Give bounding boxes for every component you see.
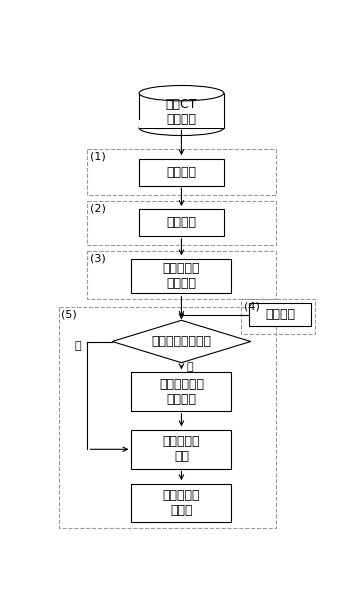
Text: 图像分割: 图像分割 xyxy=(166,217,196,229)
Ellipse shape xyxy=(139,85,224,101)
Bar xyxy=(139,93,224,128)
Bar xyxy=(131,372,232,411)
Text: 连接三角形
面片: 连接三角形 面片 xyxy=(163,436,200,463)
Polygon shape xyxy=(112,320,251,362)
Ellipse shape xyxy=(139,120,224,136)
Text: (2): (2) xyxy=(90,203,106,214)
Bar xyxy=(139,120,224,128)
Bar xyxy=(87,202,276,245)
Bar xyxy=(131,430,232,469)
Text: 三维重建结
果显示: 三维重建结 果显示 xyxy=(163,489,200,517)
Text: 构建环境: 构建环境 xyxy=(265,308,295,321)
Bar xyxy=(131,259,232,293)
Text: 原始CT
扫描数据: 原始CT 扫描数据 xyxy=(166,98,197,126)
Bar xyxy=(59,307,276,528)
Bar xyxy=(131,484,232,523)
Text: 改进的最近
邻域插值: 改进的最近 邻域插值 xyxy=(163,262,200,290)
Text: (5): (5) xyxy=(61,309,77,319)
Text: (4): (4) xyxy=(244,301,260,311)
Bar xyxy=(139,209,224,236)
Text: 是: 是 xyxy=(187,362,193,372)
Bar xyxy=(87,149,276,195)
Text: (1): (1) xyxy=(90,151,105,161)
Bar xyxy=(87,251,276,299)
Bar xyxy=(241,299,315,334)
Bar xyxy=(249,303,311,326)
Text: 否: 否 xyxy=(74,341,81,351)
Text: 逐点判断二义性面: 逐点判断二义性面 xyxy=(152,335,211,348)
Text: (3): (3) xyxy=(90,254,105,264)
Bar xyxy=(139,158,224,185)
Text: 滤波去噪: 滤波去噪 xyxy=(166,166,196,179)
Text: 改进的消除二
义性方法: 改进的消除二 义性方法 xyxy=(159,377,204,406)
